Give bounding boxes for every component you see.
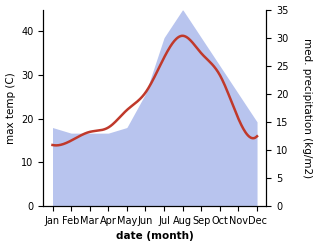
X-axis label: date (month): date (month)	[116, 231, 194, 242]
Y-axis label: med. precipitation (kg/m2): med. precipitation (kg/m2)	[302, 38, 313, 178]
Y-axis label: max temp (C): max temp (C)	[5, 72, 16, 144]
